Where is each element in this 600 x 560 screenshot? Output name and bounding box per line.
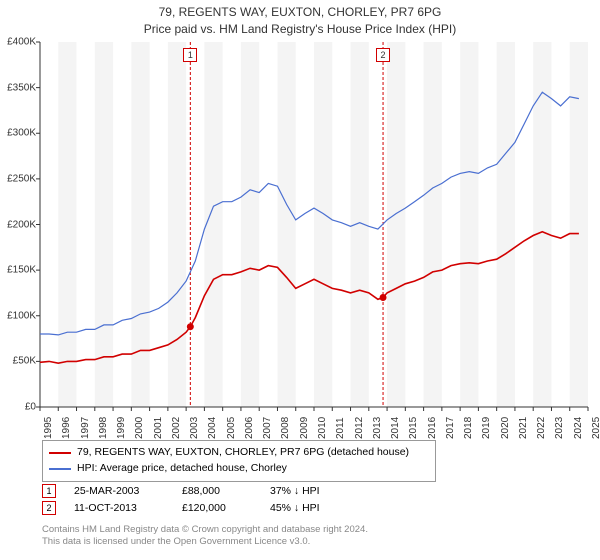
footer-line-1: Contains HM Land Registry data © Crown c… xyxy=(42,524,368,536)
x-axis-label: 2020 xyxy=(500,417,511,439)
x-axis-label: 2019 xyxy=(481,417,492,439)
x-axis-label: 2024 xyxy=(573,417,584,439)
legend-item-hpi: HPI: Average price, detached house, Chor… xyxy=(49,461,429,477)
legend-label-property: 79, REGENTS WAY, EUXTON, CHORLEY, PR7 6P… xyxy=(77,445,409,461)
chart-area: £0£50K£100K£150K£200K£250K£300K£350K£400… xyxy=(40,42,588,407)
x-axis-label: 2008 xyxy=(280,417,291,439)
x-axis-label: 2014 xyxy=(390,417,401,439)
price-line-chart xyxy=(40,42,588,407)
x-axis-label: 2009 xyxy=(299,417,310,439)
legend-item-property: 79, REGENTS WAY, EUXTON, CHORLEY, PR7 6P… xyxy=(49,445,429,461)
transaction-marker-flag: 1 xyxy=(183,48,197,62)
x-axis-label: 2002 xyxy=(171,417,182,439)
transaction-row-1: 1 25-MAR-2003 £88,000 37% ↓ HPI xyxy=(42,484,360,498)
x-axis-label: 2023 xyxy=(554,417,565,439)
x-axis-label: 2010 xyxy=(317,417,328,439)
y-axis-label: £350K xyxy=(0,82,36,93)
y-axis-label: £400K xyxy=(0,37,36,48)
x-axis-label: 2021 xyxy=(518,417,529,439)
y-axis-label: £200K xyxy=(0,219,36,230)
chart-title-address: 79, REGENTS WAY, EUXTON, CHORLEY, PR7 6P… xyxy=(0,4,600,21)
y-axis-label: £300K xyxy=(0,128,36,139)
y-axis-label: £150K xyxy=(0,265,36,276)
transaction-marker-flag: 2 xyxy=(376,48,390,62)
y-axis-label: £0 xyxy=(0,402,36,413)
x-axis-label: 2012 xyxy=(354,417,365,439)
transaction-row-2: 2 11-OCT-2013 £120,000 45% ↓ HPI xyxy=(42,501,360,515)
x-axis-label: 2005 xyxy=(226,417,237,439)
attribution-footer: Contains HM Land Registry data © Crown c… xyxy=(42,524,368,549)
x-axis-label: 2000 xyxy=(134,417,145,439)
x-axis-label: 2001 xyxy=(153,417,164,439)
transaction-marker-2: 2 xyxy=(42,501,56,515)
x-axis-label: 2007 xyxy=(262,417,273,439)
chart-title-subtitle: Price paid vs. HM Land Registry's House … xyxy=(0,21,600,38)
transaction-marker-1: 1 xyxy=(42,484,56,498)
x-axis-label: 2017 xyxy=(445,417,456,439)
chart-legend: 79, REGENTS WAY, EUXTON, CHORLEY, PR7 6P… xyxy=(42,440,436,482)
x-axis-label: 2022 xyxy=(536,417,547,439)
footer-line-2: This data is licensed under the Open Gov… xyxy=(42,536,368,548)
transactions-table: 1 25-MAR-2003 £88,000 37% ↓ HPI 2 11-OCT… xyxy=(42,484,360,518)
transaction-diff-2: 45% ↓ HPI xyxy=(270,502,360,514)
transaction-diff-1: 37% ↓ HPI xyxy=(270,485,360,497)
transaction-date-1: 25-MAR-2003 xyxy=(74,485,164,497)
y-axis-label: £50K xyxy=(0,356,36,367)
legend-label-hpi: HPI: Average price, detached house, Chor… xyxy=(77,461,287,477)
x-axis-label: 1999 xyxy=(116,417,127,439)
x-axis-label: 2016 xyxy=(427,417,438,439)
x-axis-label: 2006 xyxy=(244,417,255,439)
legend-swatch-hpi xyxy=(49,468,71,470)
x-axis-label: 2003 xyxy=(189,417,200,439)
x-axis-label: 2004 xyxy=(207,417,218,439)
x-axis-label: 2015 xyxy=(408,417,419,439)
x-axis-label: 1997 xyxy=(80,417,91,439)
transaction-price-1: £88,000 xyxy=(182,485,252,497)
x-axis-label: 1996 xyxy=(61,417,72,439)
y-axis-label: £100K xyxy=(0,310,36,321)
x-axis-label: 2013 xyxy=(372,417,383,439)
x-axis-label: 2011 xyxy=(335,417,346,439)
x-axis-label: 1998 xyxy=(98,417,109,439)
x-axis-label: 2018 xyxy=(463,417,474,439)
transaction-price-2: £120,000 xyxy=(182,502,252,514)
transaction-date-2: 11-OCT-2013 xyxy=(74,502,164,514)
y-axis-label: £250K xyxy=(0,173,36,184)
legend-swatch-property xyxy=(49,452,71,454)
x-axis-label: 2025 xyxy=(591,417,600,439)
chart-title-block: 79, REGENTS WAY, EUXTON, CHORLEY, PR7 6P… xyxy=(0,0,600,38)
x-axis-label: 1995 xyxy=(43,417,54,439)
